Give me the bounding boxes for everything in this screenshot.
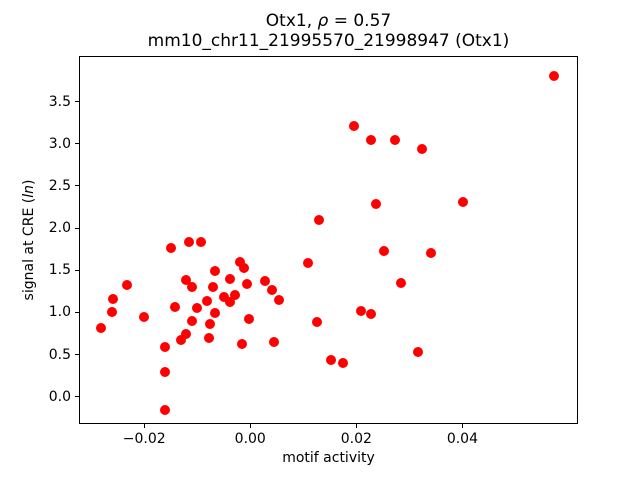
- scatter-point: [225, 297, 236, 308]
- scatter-point: [159, 341, 170, 352]
- scatter-point: [302, 257, 313, 268]
- y-tick-label: 1.5: [48, 262, 71, 279]
- scatter-point: [269, 336, 280, 347]
- scatter-point: [209, 266, 220, 277]
- scatter-point: [108, 293, 119, 304]
- y-tick-label: 1.0: [48, 304, 71, 321]
- scatter-point: [191, 303, 202, 314]
- scatter-point: [159, 405, 170, 416]
- y-tick-label: 3.0: [48, 135, 71, 152]
- x-tick-label: 0.04: [446, 431, 478, 447]
- scatter-point: [225, 273, 236, 284]
- y-tick-mark: [75, 143, 79, 145]
- scatter-point: [181, 329, 192, 340]
- scatter-point: [348, 121, 359, 132]
- x-tick-label: 0.02: [340, 431, 372, 447]
- scatter-point: [355, 305, 366, 316]
- x-tick-mark: [249, 424, 251, 428]
- y-tick-mark: [75, 227, 79, 229]
- scatter-point: [426, 248, 437, 259]
- y-tick-mark: [75, 101, 79, 103]
- scatter-point: [95, 323, 106, 334]
- scatter-point: [365, 309, 376, 320]
- y-tick-label: 3.5: [48, 93, 71, 110]
- scatter-point: [314, 214, 325, 225]
- plot-area: [79, 56, 578, 424]
- x-tick-label: −0.02: [122, 431, 166, 447]
- scatter-point: [378, 245, 389, 256]
- scatter-point: [170, 302, 181, 313]
- chart-subtitle: mm10_chr11_21995570_21998947 (Otx1): [147, 31, 510, 51]
- y-tick-mark: [75, 311, 79, 313]
- scatter-point: [370, 198, 381, 209]
- y-tick-mark: [75, 269, 79, 271]
- scatter-point: [548, 70, 559, 81]
- scatter-point: [243, 314, 254, 325]
- scatter-point: [201, 296, 212, 307]
- scatter-point: [106, 306, 117, 317]
- x-tick-mark: [355, 424, 357, 428]
- scatter-point: [187, 315, 198, 326]
- scatter-point: [267, 285, 278, 296]
- scatter-point: [239, 262, 250, 273]
- scatter-point: [237, 339, 248, 350]
- x-tick-mark: [143, 424, 145, 428]
- scatter-point: [180, 274, 191, 285]
- scatter-point: [412, 347, 423, 358]
- y-tick-label: 2.5: [48, 177, 71, 194]
- scatter-point: [187, 282, 198, 293]
- y-tick-label: 0.0: [48, 388, 71, 405]
- scatter-point: [175, 335, 186, 346]
- scatter-point: [121, 280, 132, 291]
- chart-title-prefix: Otx1,: [265, 11, 318, 31]
- x-tick-mark: [461, 424, 463, 428]
- x-axis-label: motif activity: [282, 450, 375, 466]
- scatter-point: [205, 319, 216, 330]
- scatter-point: [229, 289, 240, 300]
- scatter-point: [395, 277, 406, 288]
- scatter-point: [325, 355, 336, 366]
- scatter-point: [195, 237, 206, 248]
- scatter-point: [458, 196, 469, 207]
- scatter-point: [390, 134, 401, 145]
- x-tick-label: 0.00: [234, 431, 266, 447]
- scatter-point: [337, 357, 348, 368]
- scatter-point: [210, 308, 221, 319]
- scatter-point: [312, 316, 323, 327]
- scatter-point: [259, 276, 270, 287]
- scatter-point: [184, 237, 195, 248]
- scatter-point: [165, 242, 176, 253]
- chart-title: Otx1, ρ = 0.57: [79, 11, 578, 31]
- scatter-point: [138, 311, 149, 322]
- chart-title-suffix: = 0.57: [328, 11, 392, 31]
- chart-title-block: Otx1, ρ = 0.57 mm10_chr11_21995570_21998…: [79, 11, 578, 51]
- scatter-point: [365, 134, 376, 145]
- y-tick-label: 2.0: [48, 220, 71, 237]
- scatter-point: [219, 292, 230, 303]
- y-axis-label-text: signal at CRE (ln): [21, 179, 37, 301]
- scatter-point: [159, 367, 170, 378]
- ln-symbol: ln: [21, 185, 37, 198]
- scatter-point: [208, 282, 219, 293]
- rho-symbol: ρ: [317, 11, 329, 31]
- scatter-point: [242, 278, 253, 289]
- scatter-point: [417, 143, 428, 154]
- scatter-point: [273, 294, 284, 305]
- y-tick-mark: [75, 354, 79, 356]
- scatter-point: [235, 256, 246, 267]
- y-tick-label: 0.5: [48, 346, 71, 363]
- y-tick-mark: [75, 396, 79, 398]
- scatter-point: [203, 332, 214, 343]
- y-tick-mark: [75, 185, 79, 187]
